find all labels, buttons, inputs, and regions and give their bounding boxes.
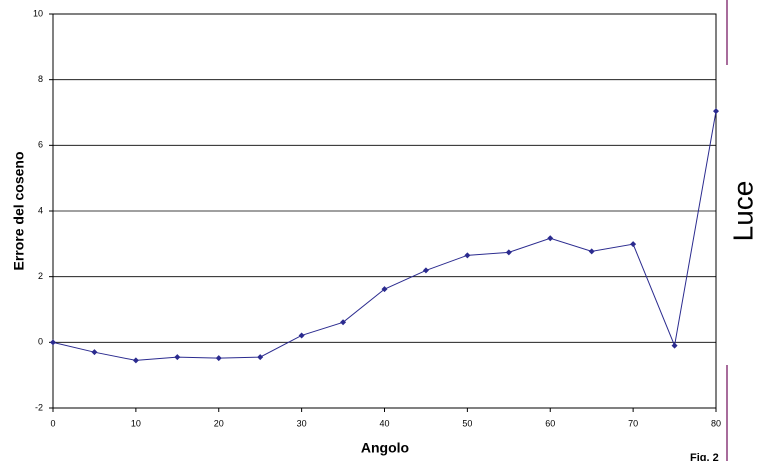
y-tick-label: -2 — [35, 402, 43, 412]
marker — [505, 249, 512, 256]
x-tick-label: 20 — [214, 418, 224, 428]
y-tick-label: 2 — [38, 271, 43, 281]
y-tick-label: 8 — [38, 74, 43, 84]
x-tick-label: 80 — [711, 418, 721, 428]
line — [52, 111, 717, 361]
marker — [671, 342, 678, 349]
marker — [464, 252, 471, 259]
x-tick-label: 40 — [379, 418, 389, 428]
x-axis-label: Angolo — [361, 440, 409, 456]
x-tick-label: 10 — [131, 418, 141, 428]
figure-label: Fig. 2 — [690, 452, 719, 461]
marker — [257, 354, 264, 361]
y-tick-label: 4 — [38, 205, 43, 215]
x-tick-label: 30 — [297, 418, 307, 428]
y-tick-label: 6 — [38, 140, 43, 150]
x-tick-label: 0 — [50, 418, 55, 428]
marker — [50, 339, 56, 346]
marker — [588, 248, 595, 255]
x-tick-label: 50 — [462, 418, 472, 428]
y-tick-label: 0 — [38, 337, 43, 347]
marker — [422, 267, 429, 274]
plot-frame — [52, 13, 717, 409]
marker — [713, 108, 719, 115]
marker — [630, 241, 637, 248]
x-tick-label: 60 — [545, 418, 555, 428]
marker — [340, 319, 347, 326]
marker — [215, 355, 222, 362]
marker — [381, 286, 388, 293]
marker — [547, 235, 554, 242]
marker — [91, 349, 98, 356]
marker — [174, 354, 181, 361]
y-tick-label: 10 — [33, 8, 43, 18]
x-tick-label: 70 — [628, 418, 638, 428]
marker — [298, 332, 305, 339]
y-axis-label: Errore del coseno — [11, 151, 27, 270]
side-label: Luce — [727, 181, 758, 242]
marker — [132, 357, 139, 364]
